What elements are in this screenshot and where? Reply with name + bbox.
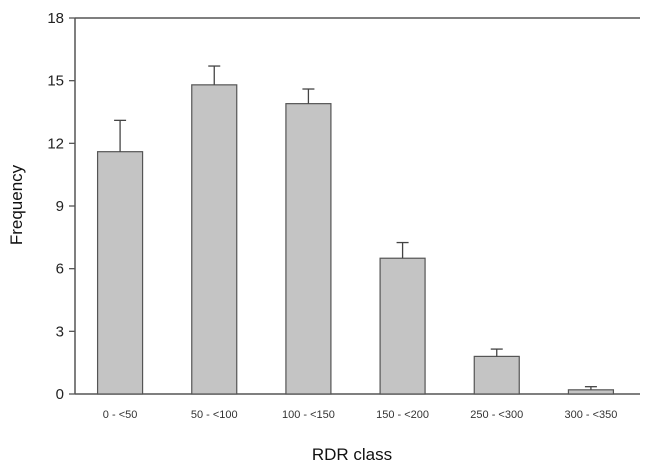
x-category-label: 0 - <50 [103, 409, 138, 421]
y-tick-label: 12 [47, 135, 64, 152]
x-category-label: 100 - <150 [282, 409, 335, 421]
bar [285, 103, 332, 395]
bar [473, 355, 520, 395]
bar [96, 151, 144, 395]
x-category-label: 150 - <200 [376, 409, 429, 421]
y-tick-label: 0 [56, 386, 64, 403]
y-tick-label: 18 [47, 10, 64, 27]
y-tick-label: 3 [56, 323, 64, 340]
bar [567, 389, 615, 395]
bar [379, 257, 426, 395]
plot-frame [74, 17, 640, 395]
y-tick-label: 6 [56, 261, 64, 278]
x-category-label: 50 - <100 [191, 409, 238, 421]
bars [96, 65, 615, 395]
y-axis: 0 3 6 9 12 15 18 [47, 10, 75, 403]
bar [191, 84, 238, 395]
x-category-label: 300 - <350 [564, 409, 617, 421]
y-tick-label: 15 [47, 73, 64, 90]
x-axis: 0 - <50 50 - <100 100 - <150 150 - <200 250 … [103, 409, 618, 421]
y-axis-title: Frequency [7, 164, 26, 245]
x-category-label: 250 - <300 [470, 409, 523, 421]
y-tick-label: 9 [56, 198, 64, 215]
x-axis-title: RDR class [312, 445, 392, 464]
